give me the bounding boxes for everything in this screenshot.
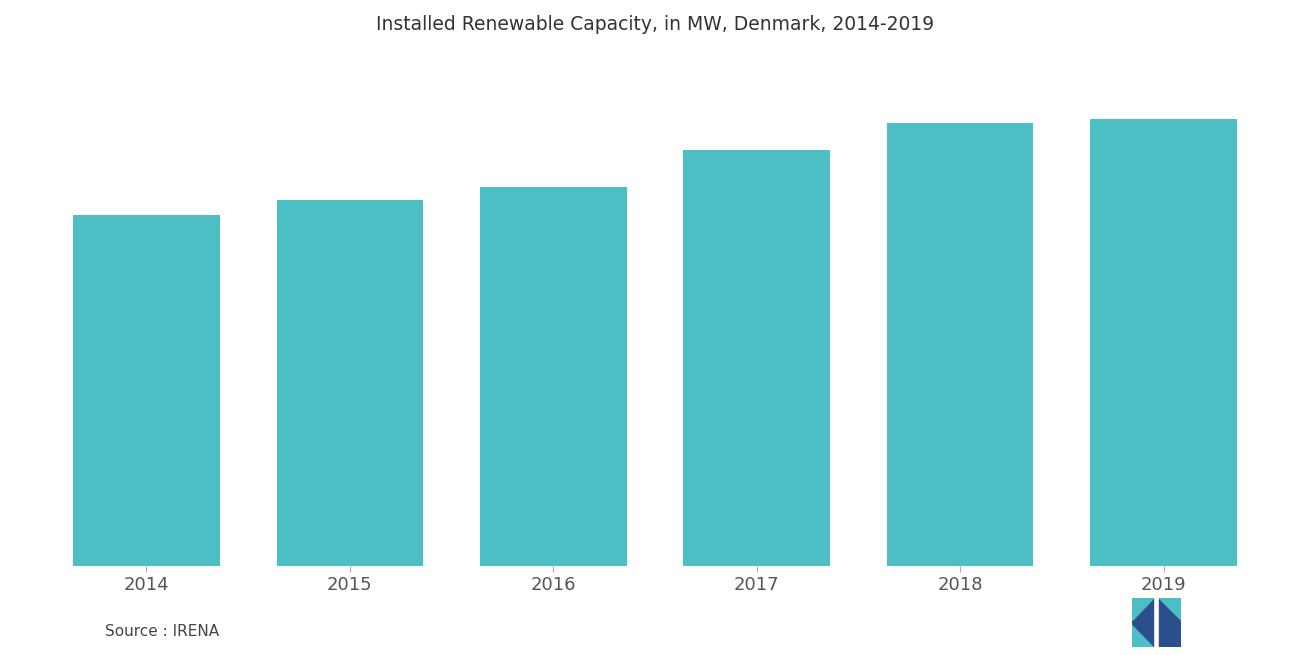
Bar <box>73 215 220 566</box>
Text: Source : IRENA: Source : IRENA <box>105 624 219 639</box>
Bar <box>479 187 626 566</box>
Polygon shape <box>1159 598 1180 647</box>
Bar <box>276 200 423 566</box>
Bar <box>1090 119 1237 566</box>
Polygon shape <box>1132 625 1153 647</box>
Polygon shape <box>1159 598 1180 620</box>
Bar <box>684 150 831 566</box>
Bar <box>887 123 1034 566</box>
Title: Installed Renewable Capacity, in MW, Denmark, 2014-2019: Installed Renewable Capacity, in MW, Den… <box>376 15 934 34</box>
Polygon shape <box>1132 598 1153 647</box>
Polygon shape <box>1132 598 1153 620</box>
